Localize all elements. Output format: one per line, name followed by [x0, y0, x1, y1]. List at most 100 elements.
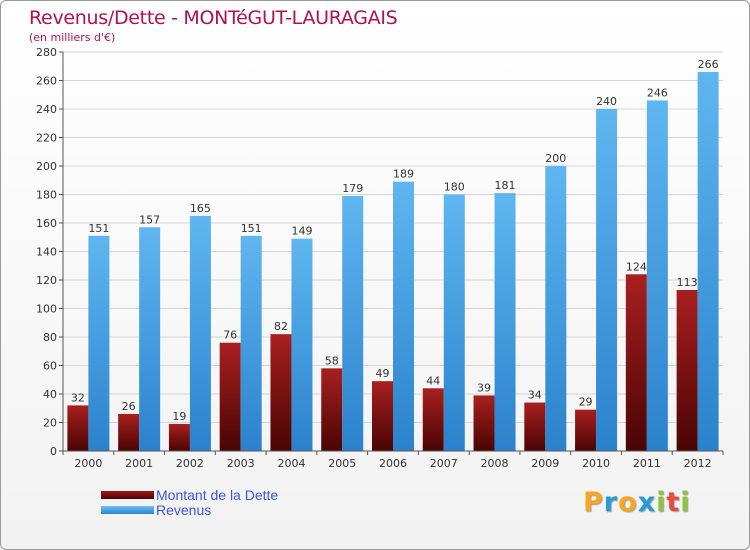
x-tick-label: 2009	[531, 457, 559, 470]
bar-dette	[524, 402, 546, 451]
x-tick-label: 2004	[277, 457, 305, 470]
x-tick-label: 2000	[74, 457, 102, 470]
bar-dette	[473, 395, 495, 451]
bar-dette	[321, 368, 343, 451]
bar-revenus	[240, 235, 262, 451]
data-label-revenus: 149	[291, 225, 312, 238]
y-tick-label: 240	[36, 103, 57, 116]
legend: Montant de la Dette Revenus	[101, 486, 279, 518]
bars: 32 151 26 157 19 165 76 151 82 149 58 179 49 189 44 180…	[67, 58, 719, 452]
data-label-dette: 26	[122, 400, 136, 413]
chart-title: Revenus/Dette - MONTéGUT-LAURAGAIS	[29, 7, 398, 29]
bar-revenus	[139, 227, 161, 451]
data-label-dette: 29	[579, 396, 593, 409]
y-tick-label: 40	[43, 388, 57, 401]
logo-letter: t	[666, 487, 681, 518]
legend-swatch-dette	[101, 490, 154, 499]
x-tick-label: 2008	[481, 457, 509, 470]
logo-letter: P	[583, 487, 604, 518]
bar-dette	[67, 405, 89, 451]
y-tick-label: 0	[50, 445, 57, 458]
legend-label-dette: Montant de la Dette	[156, 486, 279, 503]
data-label-revenus: 266	[698, 58, 719, 71]
bar-dette	[219, 342, 241, 451]
data-label-revenus: 181	[495, 179, 516, 192]
y-tick-label: 200	[36, 160, 57, 173]
x-tick-label: 2001	[125, 457, 153, 470]
proxiti-logo: Proxiti	[583, 487, 691, 518]
y-tick-label: 160	[36, 217, 57, 230]
data-label-dette: 113	[677, 276, 698, 289]
data-label-revenus: 240	[596, 95, 617, 108]
x-tick-label: 2011	[633, 457, 661, 470]
axes	[62, 52, 723, 452]
bar-revenus	[697, 71, 719, 451]
logo-letter: x	[637, 487, 657, 518]
data-label-revenus: 189	[393, 168, 414, 181]
logo-letter: i	[680, 487, 691, 518]
legend-swatch-revenus	[101, 505, 154, 514]
bar-dette	[270, 334, 292, 451]
data-label-revenus: 165	[190, 202, 211, 215]
data-label-dette: 58	[325, 354, 339, 367]
bar-dette	[422, 388, 444, 451]
y-axis-ticks: 0 20 40 60 80 100 120 140 160 180 200 220 240 260 280	[36, 46, 63, 458]
x-tick-label: 2006	[379, 457, 407, 470]
data-label-dette: 76	[223, 329, 237, 342]
x-tick-label: 2012	[684, 457, 712, 470]
legend-item-revenus: Revenus	[101, 501, 278, 518]
chart-subtitle: (en milliers d'€)	[29, 31, 116, 44]
bar-dette	[575, 409, 597, 451]
y-tick-label: 260	[36, 75, 57, 88]
logo-letter: i	[656, 487, 667, 518]
legend-item-dette: Montant de la Dette	[101, 486, 279, 503]
data-label-dette: 44	[426, 374, 440, 387]
bar-revenus	[291, 238, 313, 451]
bar-dette	[372, 381, 393, 451]
y-tick-label: 80	[43, 331, 57, 344]
y-tick-label: 280	[36, 46, 57, 59]
bar-dette	[118, 413, 140, 451]
data-label-dette: 32	[71, 391, 85, 404]
y-tick-label: 140	[36, 246, 57, 259]
y-tick-label: 220	[36, 132, 57, 145]
bar-revenus	[88, 235, 110, 451]
bar-revenus	[596, 109, 618, 451]
data-label-dette: 39	[477, 381, 491, 394]
y-tick-label: 120	[36, 274, 57, 287]
logo-letter: o	[618, 487, 638, 518]
bar-dette	[168, 423, 190, 451]
bar-revenus	[342, 195, 364, 451]
bar-revenus	[646, 100, 668, 451]
bar-revenus	[189, 215, 211, 451]
data-label-revenus: 246	[647, 86, 668, 99]
y-tick-label: 180	[36, 189, 57, 202]
data-label-revenus: 157	[139, 213, 160, 226]
data-label-dette: 19	[172, 410, 186, 423]
x-tick-label: 2007	[430, 457, 458, 470]
bar-revenus	[494, 193, 516, 451]
x-tick-label: 2010	[582, 457, 610, 470]
y-tick-label: 20	[43, 417, 57, 430]
data-label-revenus: 179	[342, 182, 363, 195]
data-label-revenus: 180	[444, 181, 465, 194]
logo-letter: r	[603, 487, 619, 518]
bar-revenus	[443, 194, 465, 451]
x-axis-ticks: 2000 2001 2002 2003 2004 2005 2006 2007 2008 2009…	[62, 451, 724, 470]
x-tick-label: 2002	[176, 457, 204, 470]
data-label-dette: 82	[274, 320, 288, 333]
x-tick-label: 2005	[328, 457, 356, 470]
bar-dette	[625, 274, 647, 451]
data-label-dette: 49	[376, 367, 390, 380]
bar-dette	[676, 289, 698, 451]
data-label-revenus: 151	[241, 222, 262, 235]
data-label-revenus: 151	[88, 222, 109, 235]
data-label-revenus: 200	[545, 152, 566, 165]
bar-revenus	[393, 181, 414, 452]
legend-label-revenus: Revenus	[156, 501, 212, 518]
data-label-dette: 124	[626, 260, 647, 273]
y-tick-label: 60	[43, 360, 57, 373]
data-label-dette: 34	[528, 389, 542, 402]
